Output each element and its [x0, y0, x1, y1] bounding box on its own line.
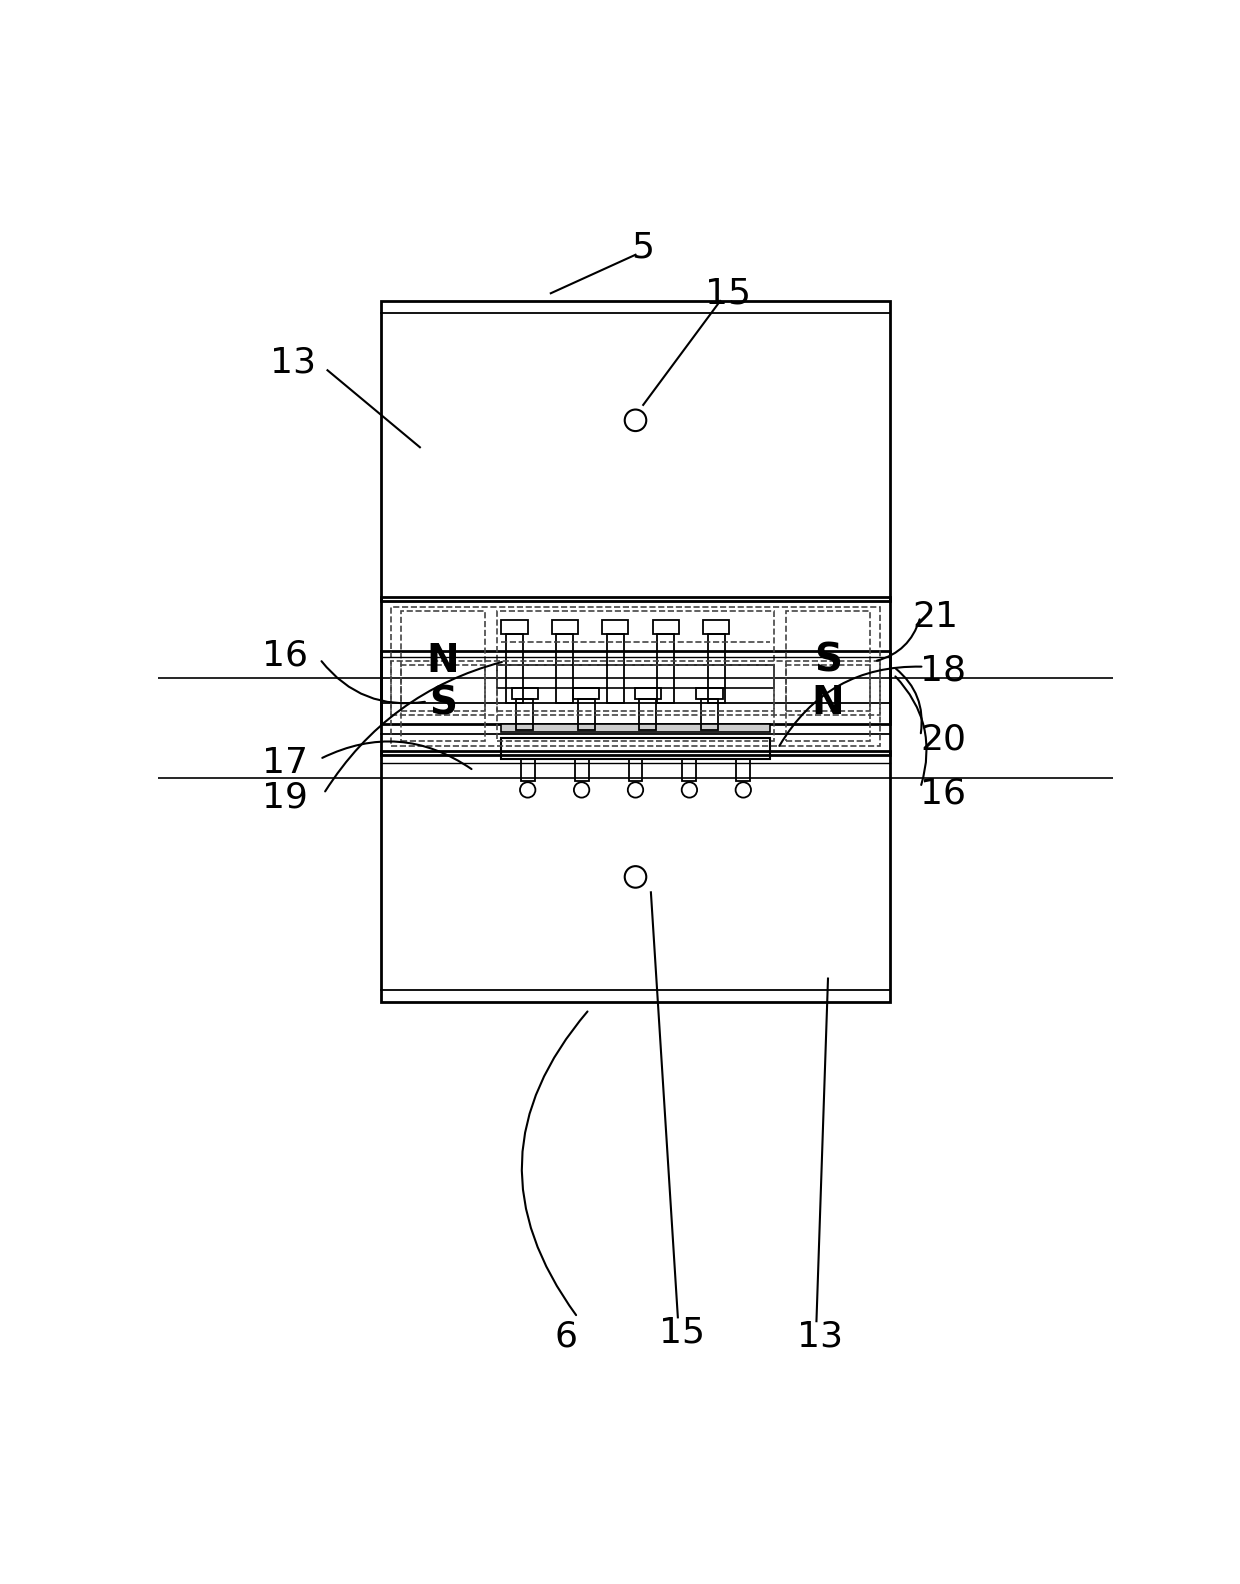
Text: 18: 18	[920, 654, 966, 687]
Bar	[516, 699, 533, 730]
Bar	[682, 759, 697, 781]
Bar	[786, 611, 870, 711]
Bar	[506, 634, 523, 703]
Bar	[497, 611, 774, 711]
Bar	[391, 661, 880, 746]
Bar	[737, 759, 750, 781]
Bar	[573, 689, 599, 699]
Text: 21: 21	[913, 600, 959, 634]
Text: 5: 5	[631, 230, 655, 265]
Bar	[578, 699, 595, 730]
Bar	[501, 619, 528, 634]
Text: S: S	[429, 684, 458, 722]
Bar	[382, 651, 889, 756]
Bar	[552, 619, 578, 634]
Bar	[497, 665, 774, 741]
Text: N: N	[812, 684, 844, 722]
Text: 13: 13	[797, 1319, 843, 1354]
Text: 6: 6	[554, 1319, 578, 1354]
Bar	[497, 665, 774, 689]
Bar	[701, 699, 718, 730]
Text: 15: 15	[704, 276, 751, 310]
Bar	[697, 689, 723, 699]
Bar	[657, 634, 675, 703]
Text: 15: 15	[658, 1316, 704, 1350]
Bar	[629, 759, 642, 781]
Bar	[391, 607, 880, 716]
Bar	[501, 738, 770, 759]
Bar	[382, 751, 889, 1001]
Text: S: S	[813, 642, 842, 680]
Bar	[382, 597, 889, 724]
Bar	[635, 689, 661, 699]
Bar	[574, 759, 589, 781]
Text: 19: 19	[262, 781, 308, 814]
Text: 20: 20	[920, 722, 966, 757]
Bar	[401, 611, 485, 711]
Text: 16: 16	[920, 776, 966, 811]
Bar	[606, 634, 624, 703]
Text: 13: 13	[270, 345, 316, 380]
Bar	[512, 689, 538, 699]
Bar	[603, 619, 629, 634]
Bar	[640, 699, 656, 730]
Bar	[521, 759, 534, 781]
Bar	[501, 724, 770, 732]
Text: N: N	[427, 642, 459, 680]
Bar	[401, 665, 485, 741]
Bar	[652, 619, 678, 634]
Bar	[708, 634, 724, 703]
Bar	[382, 301, 889, 602]
Bar	[703, 619, 729, 634]
Bar	[786, 665, 870, 741]
Text: 17: 17	[262, 746, 309, 779]
Text: 16: 16	[262, 638, 309, 672]
Bar	[557, 634, 573, 703]
